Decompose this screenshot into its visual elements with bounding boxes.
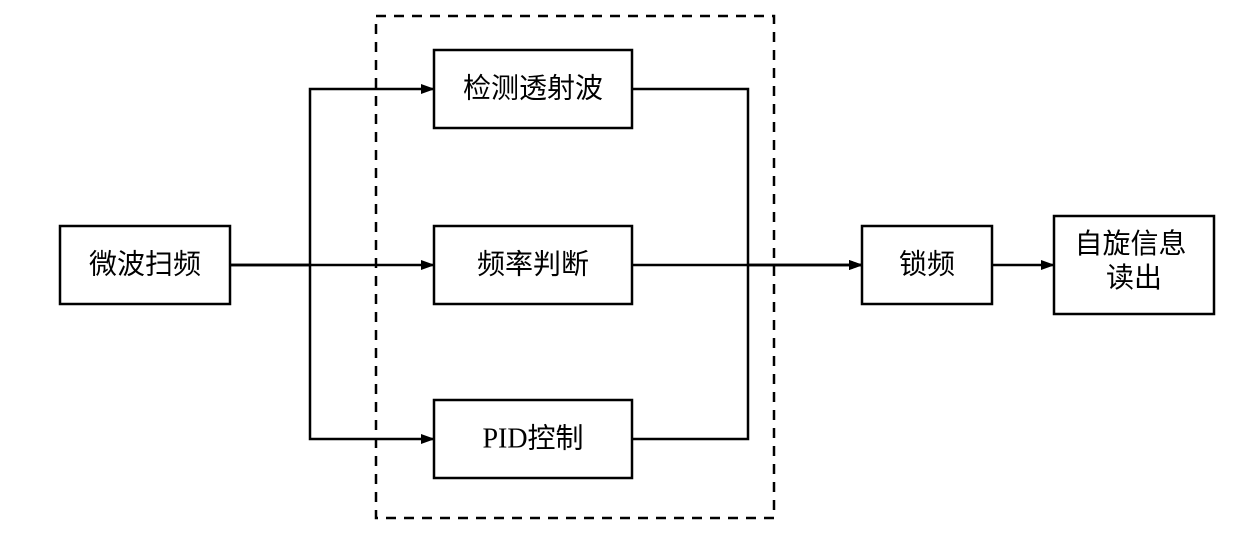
node-d3-label: PID控制 [482,423,583,455]
node-n3: 自旋信息 读出 [1054,216,1214,314]
node-n3-label-line1: 自旋信息 [1074,228,1186,260]
edge-d3-n2 [632,265,862,439]
edge-d1-n2 [632,89,862,265]
node-d1: 检测透射波 [434,50,632,128]
node-n1: 微波扫频 [60,226,230,304]
edge-n1-d3 [230,265,434,439]
node-n3-label: 自旋信息 读出 [1074,228,1193,294]
node-d2-label: 频率判断 [477,249,589,281]
node-n2: 锁频 [862,226,992,304]
node-n2-label: 锁频 [899,249,955,281]
node-d3: PID控制 [434,400,632,478]
node-n1-label: 微波扫频 [89,249,201,281]
node-n3-label-line2: 读出 [1106,262,1162,294]
node-d2: 频率判断 [434,226,632,304]
node-d1-label: 检测透射波 [463,73,603,105]
edge-n1-d1 [230,89,434,265]
